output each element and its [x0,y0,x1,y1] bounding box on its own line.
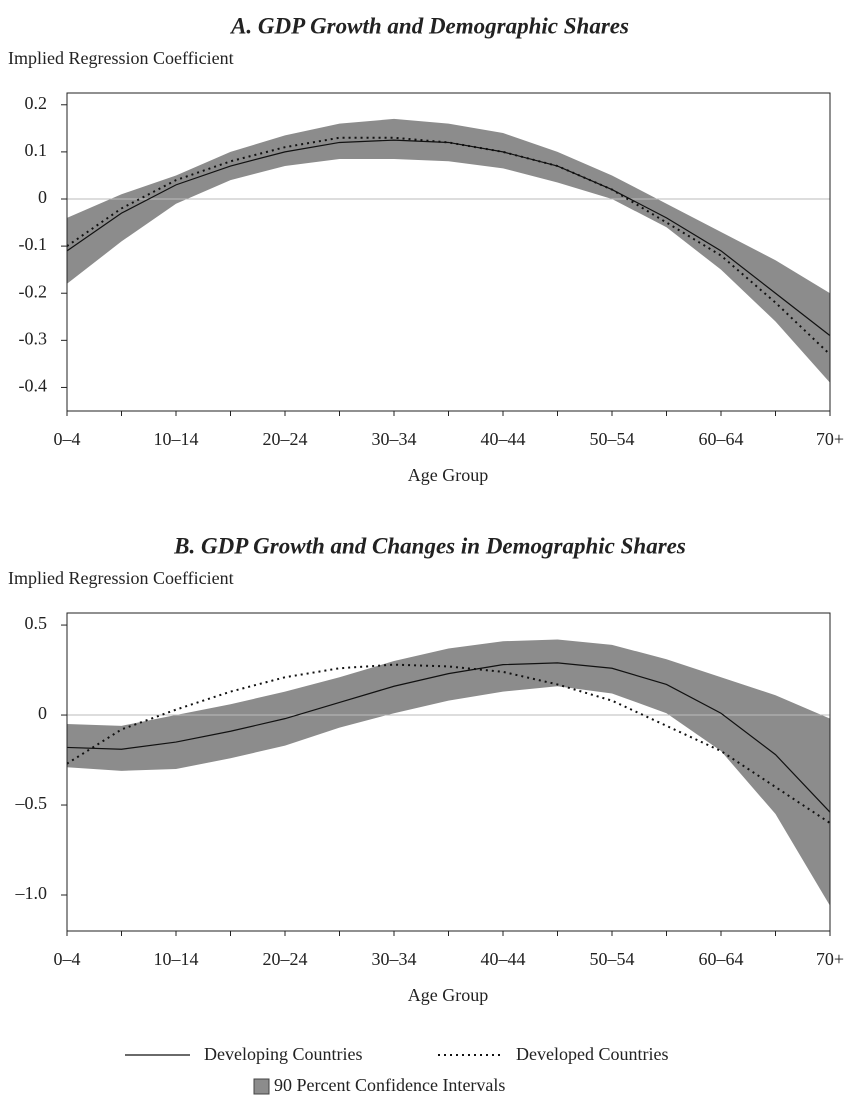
y-tick-label: -0.3 [19,328,48,348]
y-tick-label: -0.1 [19,234,48,254]
y-tick-label: -0.2 [19,281,48,301]
series-line [66,139,831,337]
y-tick-label: –1.0 [15,883,48,903]
x-tick-label: 30–34 [372,429,417,449]
x-axis-label: Age Group [408,985,488,1005]
confidence-band [67,639,830,906]
x-tick-label: 70+ [816,429,844,449]
y-axis-label: Implied Regression Coefficient [8,48,234,68]
x-tick-label: 10–14 [154,949,199,969]
x-tick-label: 60–64 [699,949,744,969]
y-tick-label: –0.5 [15,793,48,813]
series-line [66,662,831,813]
x-tick-label: 0–4 [54,949,81,969]
chart-title: B. GDP Growth and Changes in Demographic… [173,533,686,558]
x-tick-label: 0–4 [54,429,81,449]
x-tick-label: 70+ [816,949,844,969]
x-tick-label: 40–44 [481,949,526,969]
x-tick-label: 50–54 [590,429,635,449]
legend-label: 90 Percent Confidence Intervals [274,1075,505,1095]
y-tick-label: -0.4 [19,376,48,396]
x-tick-label: 20–24 [263,429,308,449]
x-tick-label: 30–34 [372,949,417,969]
y-tick-label: 0.5 [25,613,48,633]
y-axis-label: Implied Regression Coefficient [8,568,234,588]
legend-label: Developing Countries [204,1044,362,1064]
x-tick-label: 10–14 [154,429,199,449]
x-tick-label: 60–64 [699,429,744,449]
y-tick-label: 0.1 [25,140,48,160]
y-tick-label: 0.2 [25,93,48,113]
x-tick-label: 20–24 [263,949,308,969]
legend-swatch [253,1078,270,1095]
confidence-band [67,118,830,383]
x-tick-label: 40–44 [481,429,526,449]
legend-label: Developed Countries [516,1044,668,1064]
x-axis-label: Age Group [408,465,488,485]
y-tick-label: 0 [38,703,47,723]
y-tick-label: 0 [38,187,47,207]
chart-title: A. GDP Growth and Demographic Shares [229,13,629,38]
x-tick-label: 50–54 [590,949,635,969]
